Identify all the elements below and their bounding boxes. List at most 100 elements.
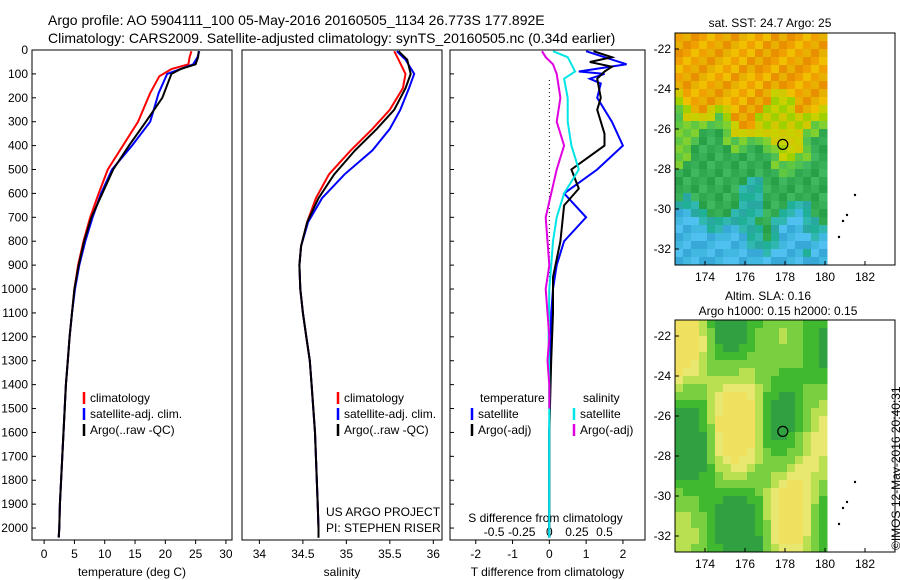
sst_map-heat-cell: [731, 225, 740, 234]
sla_map-heat-cell: [763, 344, 772, 353]
sst_map-heat-field: [675, 33, 828, 266]
sla_map-heat-cell: [771, 360, 780, 369]
sla_map-heat-cell: [715, 464, 724, 473]
sla_map-heat-cell: [771, 440, 780, 449]
difference-t-legend-label: Argo(-adj): [478, 423, 531, 437]
sst_map-heat-cell: [755, 201, 764, 210]
sst_map-heat-cell: [731, 49, 740, 58]
sla_map-heat-cell: [731, 520, 740, 529]
sla_map-heat-cell: [755, 424, 764, 433]
sla_map-heat-cell: [811, 464, 820, 473]
sla_map-heat-cell: [811, 496, 820, 505]
salinity-xtick-label: 35: [340, 547, 354, 561]
sst_map-heat-cell: [787, 121, 796, 130]
sst_map-heat-cell: [755, 65, 764, 74]
sst_map-heat-cell: [795, 257, 804, 266]
sla_map-heat-cell: [683, 528, 692, 537]
sla_map-heat-cell: [691, 480, 700, 489]
sst_map-heat-cell: [771, 185, 780, 194]
sst_map-heat-cell: [731, 105, 740, 114]
sst_map-heat-cell: [795, 145, 804, 154]
sst_map-heat-cell: [819, 241, 828, 250]
sst_map-heat-cell: [723, 121, 732, 130]
sst_map-heat-cell: [675, 233, 684, 242]
sla_map-heat-cell: [699, 352, 708, 361]
sla_map-heat-cell: [819, 472, 828, 481]
sst_map-heat-cell: [771, 153, 780, 162]
sla_map-heat-cell: [779, 496, 788, 505]
sst_map-heat-cell: [699, 41, 708, 50]
credit-text: ©IMOS 12-May-2016 20:40:31: [889, 386, 900, 550]
sla_map-heat-field: [675, 320, 828, 553]
sla_map-heat-cell: [811, 528, 820, 537]
sst_map-heat-cell: [771, 105, 780, 114]
sla_map-heat-cell: [779, 448, 788, 457]
sla_map-heat-cell: [795, 328, 804, 337]
sst_map-heat-cell: [683, 225, 692, 234]
sla_map-heat-cell: [819, 520, 828, 529]
sst_map-heat-cell: [699, 217, 708, 226]
sst_map-heat-cell: [675, 257, 684, 266]
sst_map-heat-cell: [747, 209, 756, 218]
sla_map-heat-cell: [803, 520, 812, 529]
sla_map-heat-cell: [731, 528, 740, 537]
sla_map-heat-cell: [707, 368, 716, 377]
sst_map-heat-cell: [739, 249, 748, 258]
sla_map-heat-cell: [675, 408, 684, 417]
sla_map-heat-cell: [739, 464, 748, 473]
sst_map-heat-cell: [819, 169, 828, 178]
sla_map-heat-cell: [779, 376, 788, 385]
sst_map-heat-cell: [675, 249, 684, 258]
sla_map-heat-cell: [723, 320, 732, 329]
sla_map-heat-cell: [739, 320, 748, 329]
sla_map-heat-cell: [731, 464, 740, 473]
sst_map-heat-cell: [675, 209, 684, 218]
sla_map-heat-cell: [803, 336, 812, 345]
sla_map-heat-cell: [691, 440, 700, 449]
sla_map-heat-cell: [787, 320, 796, 329]
sst_map-heat-cell: [787, 217, 796, 226]
sla_map-heat-cell: [779, 440, 788, 449]
sst_map-heat-cell: [675, 201, 684, 210]
sst_map-heat-cell: [715, 169, 724, 178]
sla_map-heat-cell: [787, 400, 796, 409]
sst_map-heat-cell: [819, 73, 828, 82]
sla_map-heat-cell: [723, 504, 732, 513]
sla_map-heat-cell: [819, 528, 828, 537]
sst_map-heat-cell: [795, 89, 804, 98]
sla_map-heat-cell: [731, 504, 740, 513]
sst_map-heat-cell: [715, 177, 724, 186]
sla_map-heat-cell: [787, 528, 796, 537]
sla_map-heat-cell: [811, 456, 820, 465]
sst_map-heat-cell: [739, 161, 748, 170]
sla_map-heat-cell: [779, 504, 788, 513]
sst_map-heat-cell: [731, 33, 740, 42]
sst_map-heat-cell: [723, 241, 732, 250]
sst_map-heat-cell: [787, 249, 796, 258]
difference-xtick-label: -1: [507, 547, 518, 561]
sst_map-heat-cell: [723, 41, 732, 50]
sst_map-heat-cell: [779, 241, 788, 250]
sst_map-heat-cell: [755, 145, 764, 154]
sla_map-heat-cell: [747, 464, 756, 473]
sla_map-heat-cell: [683, 320, 692, 329]
sla_map-heat-cell: [747, 400, 756, 409]
sla_map-heat-cell: [819, 544, 828, 553]
sla_map-heat-cell: [699, 328, 708, 337]
sla_map-heat-cell: [771, 472, 780, 481]
sla_map-heat-cell: [787, 520, 796, 529]
sst_map-heat-cell: [763, 33, 772, 42]
sst_map-heat-cell: [731, 185, 740, 194]
sla-map-subtitle: Argo h1000: 0.15 h2000: 0.15: [699, 304, 858, 318]
sla_map-heat-cell: [819, 480, 828, 489]
sla_map-heat-cell: [819, 464, 828, 473]
sla_map-heat-cell: [819, 352, 828, 361]
sst_map-heat-cell: [699, 225, 708, 234]
sla_map-heat-cell: [771, 352, 780, 361]
difference-bottom-xlabel: T difference from climatology: [471, 565, 625, 579]
sst_map-heat-cell: [747, 97, 756, 106]
sla_map-heat-cell: [691, 528, 700, 537]
sla_map-heat-cell: [811, 472, 820, 481]
sla_map-heat-cell: [795, 320, 804, 329]
sla_map-heat-cell: [675, 464, 684, 473]
